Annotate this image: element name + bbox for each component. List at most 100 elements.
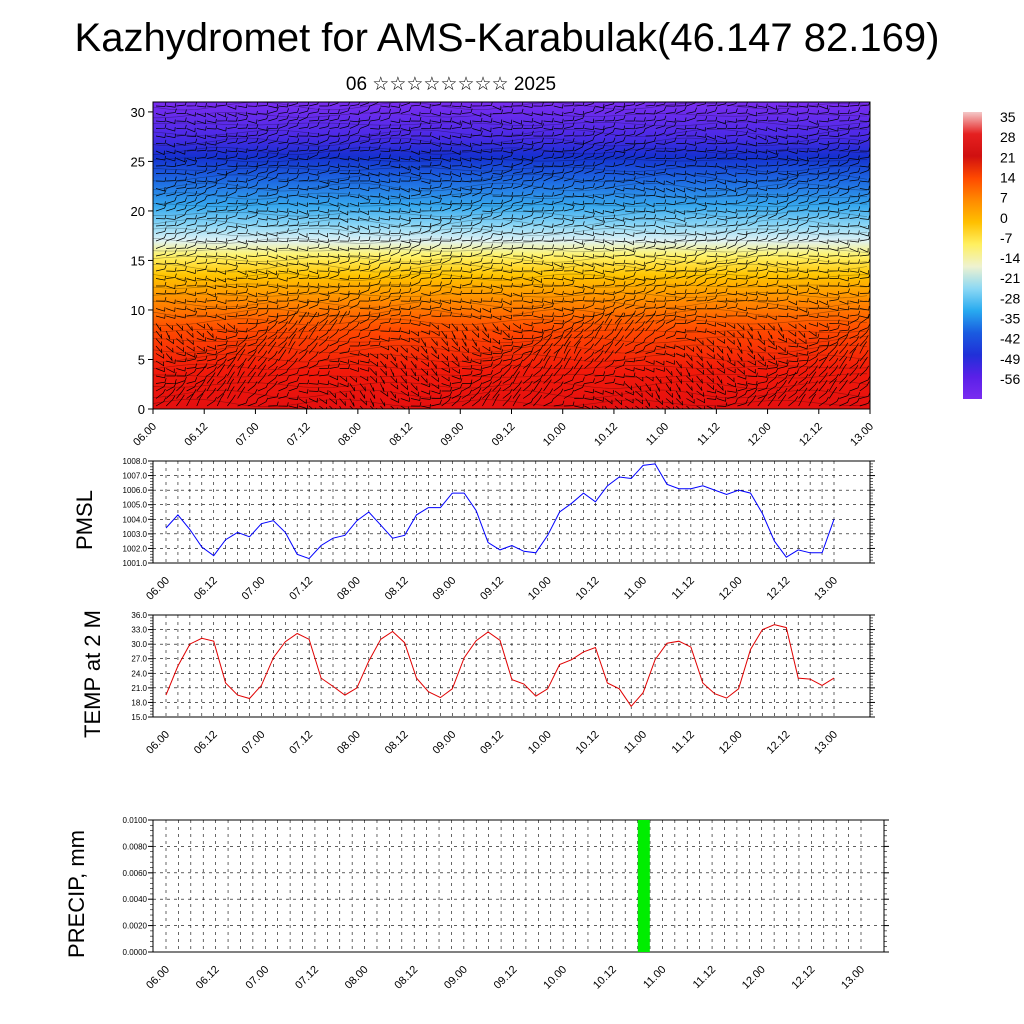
precip-ytick-label: 0.0000	[123, 948, 148, 957]
precip-panel: 0.0000 0.0020 0.0040 0.0060 0.0080 0.0100 06.0…	[64, 816, 889, 992]
temp-2m-xtick-label: 07.12	[287, 729, 315, 757]
colorbar-label: -7	[1000, 230, 1013, 246]
cross-section-xtick-label: 10.00	[541, 421, 569, 449]
temp-2m-xtick-label: 08.00	[335, 729, 363, 757]
colorbar-label: -14	[1000, 250, 1020, 266]
colorbar-label: 0	[1000, 210, 1008, 226]
pmsl-xtick-label: 10.00	[526, 575, 554, 603]
colorbar-label: -35	[1000, 311, 1020, 327]
cross-section-xtick-label: 08.12	[387, 421, 415, 449]
temp-2m-panel: 15.0 18.0 21.0 24.0 27.0 30.0 33.0 36.0 06.00 06.…	[80, 610, 875, 757]
temp-series-line	[165, 624, 835, 708]
precip-xtick-label: 08.00	[343, 964, 371, 992]
precip-ytick-label: 0.0100	[123, 816, 148, 825]
cross-section-xtick-label: 12.12	[797, 421, 825, 449]
precip-xtick-label: 12.00	[740, 964, 768, 992]
pmsl-xtick-label: 12.12	[764, 575, 792, 603]
precip-xtick-label: 07.00	[243, 964, 271, 992]
colorbar-label: 14	[1000, 169, 1016, 185]
pmsl-xtick-label: 09.12	[478, 575, 506, 603]
page-subtitle: 06 ☆☆☆☆☆☆☆☆ 2025	[345, 74, 557, 95]
pmsl-series-line	[165, 463, 835, 560]
precip-xtick-label: 13.00	[839, 964, 867, 992]
precip-xtick-label: 09.12	[492, 964, 520, 992]
temp-2m-ytick-label: 18.0	[131, 698, 147, 707]
precip-ylabel: PRECIP, mm	[64, 830, 89, 958]
temp-2m-ytick-label: 36.0	[131, 611, 147, 620]
cross-section-xtick-label: 07.00	[234, 421, 262, 449]
temp-2m-xtick-label: 11.00	[622, 729, 649, 756]
colorbar-label: 7	[1000, 190, 1008, 206]
temp-2m-xtick-label: 10.12	[574, 729, 602, 757]
colorbar-label: -28	[1000, 290, 1020, 306]
cross-section-xtick-label: 12.00	[746, 421, 774, 449]
cross-section-ytick-label: 30	[131, 105, 145, 120]
cross-section-ytick-label: 5	[138, 352, 145, 367]
cross-section-xtick-label: 10.12	[592, 421, 620, 449]
temp-2m-xtick-label: 13.00	[812, 729, 840, 757]
pmsl-ytick-label: 1005.0	[123, 501, 148, 510]
cross-section-panel: 0 5 10 15 20 25 30 06.00 06.12 07.00 07.12 08.00 08.…	[131, 101, 876, 449]
temp-2m-xtick-label: 11.12	[670, 729, 697, 756]
temp-2m-xtick-label: 06.12	[192, 729, 220, 757]
temp-2m-xtick-label: 06.00	[144, 729, 172, 757]
precip-bar	[637, 820, 650, 952]
pmsl-xtick-label: 06.00	[144, 575, 172, 603]
colorbar: 35 28 21 14 7 0 -7 -14 -21 -28 -35 -42 -49 -56	[963, 109, 1020, 399]
cross-section-xtick-label: 11.00	[644, 421, 671, 448]
colorbar-label: -56	[1000, 371, 1020, 387]
colorbar-label: 21	[1000, 149, 1016, 165]
temp-2m-xtick-label: 10.00	[526, 729, 554, 757]
cross-section-xtick-label: 06.12	[182, 421, 210, 449]
cross-section-ytick-label: 15	[131, 253, 145, 268]
colorbar-label: 28	[1000, 129, 1016, 145]
page-title: Kazhydromet for AMS-Karabulak(46.147 82.…	[74, 16, 940, 60]
pmsl-panel: 1001.0 1002.0 1003.0 1004.0 1005.0 1006.0 1007…	[72, 457, 875, 603]
pmsl-ytick-label: 1008.0	[123, 457, 148, 466]
precip-ytick-label: 0.0060	[123, 869, 148, 878]
cross-section-ytick-label: 0	[138, 402, 145, 417]
temp-2m-xtick-label: 09.00	[430, 729, 458, 757]
cross-section-xtick-label: 08.00	[336, 421, 364, 449]
colorbar-label: 35	[1000, 109, 1016, 125]
wind-barbs	[155, 102, 870, 409]
pmsl-xtick-label: 13.00	[812, 575, 840, 603]
pmsl-ytick-label: 1007.0	[123, 472, 148, 481]
pmsl-ytick-label: 1006.0	[123, 486, 148, 495]
precip-frame	[152, 819, 885, 953]
pmsl-xtick-label: 11.00	[622, 575, 649, 602]
precip-xtick-label: 10.00	[541, 964, 569, 992]
precip-ytick-label: 0.0080	[123, 842, 148, 851]
pmsl-frame	[152, 460, 871, 564]
colorbar-label: -42	[1000, 331, 1020, 347]
temp-2m-xtick-label: 08.12	[383, 729, 411, 757]
temp-2m-ytick-label: 21.0	[131, 684, 147, 693]
pmsl-ytick-label: 1002.0	[123, 544, 148, 553]
cross-section-xtick-label: 06.00	[131, 421, 159, 449]
colorbar-gradient	[963, 112, 982, 399]
temp-2m-ylabel: TEMP at 2 M	[80, 610, 105, 738]
temp-2m-ytick-label: 30.0	[131, 640, 147, 649]
pmsl-xtick-label: 07.00	[240, 575, 268, 603]
pmsl-xtick-label: 07.12	[287, 575, 315, 603]
pmsl-ytick-label: 1004.0	[123, 515, 148, 524]
pmsl-ylabel: PMSL	[72, 490, 97, 550]
cross-section-xtick-label: 09.00	[438, 421, 466, 449]
temp-2m-xtick-label: 12.00	[717, 729, 745, 757]
precip-xtick-label: 10.12	[591, 964, 619, 992]
precip-xtick-label: 11.12	[691, 964, 718, 991]
cross-section-ytick-label: 25	[131, 154, 145, 169]
cross-section-xtick-label: 11.12	[695, 421, 722, 448]
pmsl-xtick-label: 08.12	[383, 575, 411, 603]
pmsl-ytick-label: 1001.0	[123, 559, 148, 568]
precip-xtick-label: 09.00	[442, 964, 470, 992]
precip-xtick-label: 08.12	[392, 964, 420, 992]
precip-xtick-label: 07.12	[293, 964, 321, 992]
pmsl-xtick-label: 09.00	[430, 575, 458, 603]
temp-2m-xtick-label: 07.00	[240, 729, 268, 757]
temp-2m-ytick-label: 15.0	[131, 713, 147, 722]
cross-section-ytick-label: 20	[131, 204, 145, 219]
temp-2m-ytick-label: 27.0	[131, 655, 147, 664]
pmsl-xtick-label: 10.12	[574, 575, 602, 603]
